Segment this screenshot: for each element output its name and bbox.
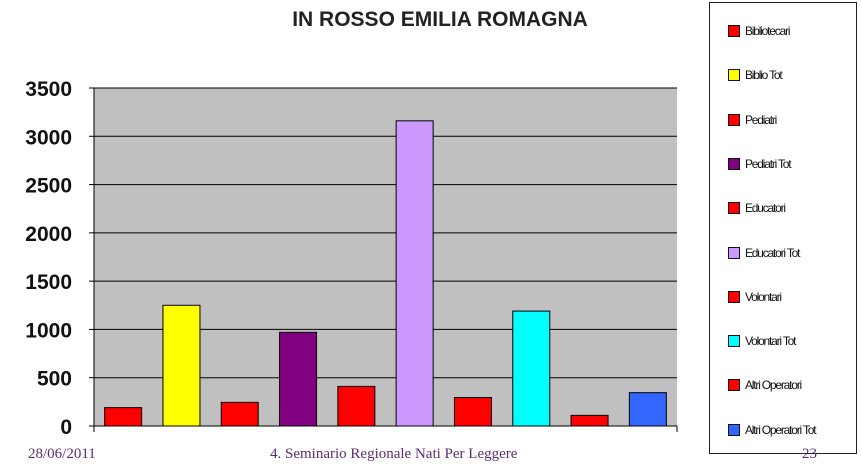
bar-chart: 0 500 1000 1500 2000 2500 3000 3500 [25, 78, 678, 439]
legend-swatch [728, 335, 740, 348]
bar-educatori [337, 385, 376, 427]
bar-altri-operatori-tot [628, 392, 667, 427]
legend-item: Biblio Tot [728, 65, 783, 85]
legend-item: Volontari Tot [728, 331, 796, 351]
legend-label: Bibliotecari [745, 24, 791, 38]
bar-pediatri [220, 401, 259, 427]
legend-label: Volontari Tot [745, 334, 796, 349]
legend-label: Volontari [745, 289, 782, 304]
legend-item: Educatori [728, 198, 786, 218]
legend-swatch [728, 113, 740, 126]
bar-volontari-tot [512, 310, 551, 427]
legend-label: Pediatri Tot [745, 156, 792, 171]
chart-title: IN ROSSO EMILIA ROMAGNA [292, 8, 588, 31]
y-tick-label: 0 [60, 416, 72, 439]
legend-swatch [728, 379, 740, 392]
legend: Bibliotecari Biblio Tot Pediatri Pediatri T… [709, 2, 857, 454]
bar-volontari [453, 397, 492, 427]
footer-seminar-title: 4. Seminario Regionale Nati Per Leggere [270, 446, 518, 462]
y-tick-label: 2000 [25, 223, 72, 246]
bar-pediatri-tot [279, 331, 318, 427]
legend-swatch [728, 157, 740, 170]
legend-swatch [728, 69, 740, 82]
y-tick-label: 1500 [25, 271, 72, 294]
y-tick-label: 3000 [25, 126, 72, 149]
legend-swatch [728, 25, 740, 37]
legend-item: Educatori Tot [728, 243, 800, 263]
y-tick-label: 3500 [25, 78, 72, 101]
legend-label: Educatori Tot [745, 245, 800, 260]
legend-item: Volontari [728, 287, 782, 307]
y-tick-label: 500 [37, 368, 72, 391]
legend-label: Altri Operatori [745, 378, 802, 393]
legend-item: Altri Operatori Tot [728, 420, 817, 440]
y-tick-label: 2500 [25, 175, 72, 198]
legend-label: Altri Operatori Tot [745, 422, 817, 437]
legend-item: Pediatri [728, 110, 777, 130]
legend-item: Pediatri Tot [728, 154, 792, 174]
legend-label: Educatori [745, 201, 786, 216]
legend-label: Pediatri [745, 112, 777, 127]
y-tick-label: 1000 [25, 319, 72, 342]
bar-educatori-tot [395, 120, 434, 427]
bar-biblio-tot [162, 304, 201, 427]
legend-swatch [728, 290, 740, 303]
legend-swatch [728, 246, 740, 259]
legend-label: Biblio Tot [745, 68, 783, 83]
legend-item: Altri Operatori [728, 375, 802, 395]
bar-altri-operatori [570, 414, 609, 427]
legend-item: Bibliotecari [728, 21, 791, 41]
legend-swatch [728, 423, 740, 436]
bar-bibliotecari [104, 407, 143, 427]
legend-swatch [728, 202, 740, 215]
footer-date: 28/06/2011 [28, 446, 96, 462]
footer-page-number: 23 [802, 446, 817, 462]
